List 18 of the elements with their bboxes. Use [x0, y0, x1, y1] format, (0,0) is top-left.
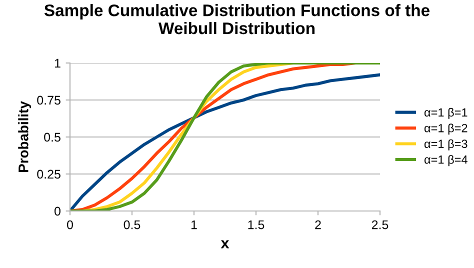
- y-tick-label: 1: [54, 58, 60, 68]
- x-tick-label: 0: [67, 220, 73, 230]
- legend-label: α=1 β=3: [424, 139, 468, 150]
- chart-title: Sample Cumulative Distribution Functions of the Weibull Distribution: [44, 4, 430, 34]
- legend-label: α=1 β=1: [424, 108, 468, 119]
- y-tick-label: 0.5: [44, 132, 60, 142]
- x-tick-label: 2: [315, 220, 321, 230]
- x-tick-label: 2.5: [372, 220, 388, 230]
- legend-label: α=1 β=2: [424, 124, 468, 135]
- y-tick-label: 0: [54, 206, 60, 216]
- x-tick-label: 0.5: [124, 220, 140, 230]
- y-axis-title: Probability: [18, 101, 32, 172]
- legend-label: α=1 β=4: [424, 155, 468, 166]
- x-tick-label: 1.5: [248, 220, 264, 230]
- y-tick-label: 0.25: [37, 170, 60, 179]
- x-tick-label: 1: [191, 220, 197, 230]
- x-axis-title: x: [220, 240, 230, 248]
- y-tick-label: 0.75: [37, 96, 60, 105]
